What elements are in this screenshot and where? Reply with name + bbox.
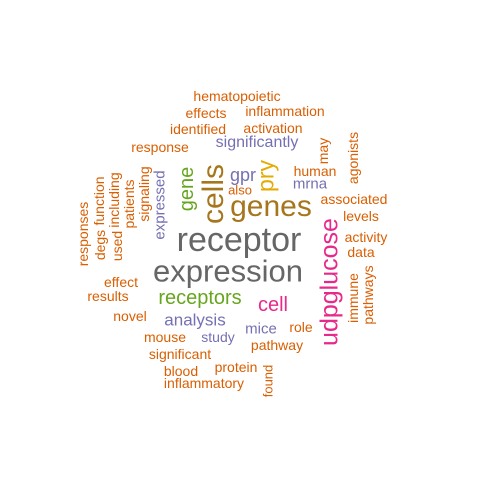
word-function: function xyxy=(91,176,107,226)
word-mouse: mouse xyxy=(143,329,187,345)
word-mrna: mrna xyxy=(292,175,328,193)
word-pathway: pathway xyxy=(250,337,304,353)
word-effect: effect xyxy=(104,274,138,290)
word-expression: expression xyxy=(153,253,303,289)
word-gpr: gpr xyxy=(229,165,257,185)
word-blood: blood xyxy=(163,363,199,379)
word-human: human xyxy=(293,163,337,179)
word-genes: genes xyxy=(230,190,312,223)
word-inflammatory: inflammatory xyxy=(163,375,245,391)
word-significantly: significantly xyxy=(215,134,299,151)
word-novel: novel xyxy=(113,308,147,324)
word-role: role xyxy=(289,319,313,335)
word-levels: levels xyxy=(343,208,379,224)
word-receptors: receptors xyxy=(158,287,242,309)
word-also: also xyxy=(228,182,252,198)
word-may: may xyxy=(315,137,331,165)
word-used: used xyxy=(109,230,125,262)
word-receptor: receptor xyxy=(176,221,302,259)
word-data: data xyxy=(347,244,375,260)
word-agonists: agonists xyxy=(345,131,361,185)
word-expressed: expressed xyxy=(151,170,169,240)
word-hematopoietic: hematopoietic xyxy=(193,88,281,104)
word-gene: gene xyxy=(176,166,198,212)
word-associated: associated xyxy=(320,191,388,207)
word-found: found xyxy=(260,364,276,398)
word-protein: protein xyxy=(214,359,258,375)
word-udpglucose: udpglucose xyxy=(315,218,344,346)
word-responses: responses xyxy=(75,201,91,267)
word-identified: identified xyxy=(169,121,227,137)
word-inflammation: inflammation xyxy=(245,103,325,119)
word-patients: patients xyxy=(121,179,137,229)
word-pry: pry xyxy=(252,160,279,192)
word-study: study xyxy=(201,329,235,345)
word-including: including xyxy=(106,172,122,228)
word-significant: significant xyxy=(148,346,212,362)
word-results: results xyxy=(87,288,129,304)
word-activation: activation xyxy=(243,120,303,136)
word-cell: cell xyxy=(257,294,289,316)
word-cells: cells xyxy=(197,163,230,225)
word-degs: degs xyxy=(92,229,108,261)
word-mice: mice xyxy=(245,320,277,338)
word-signaling: signaling xyxy=(136,166,152,222)
word-effects: effects xyxy=(185,105,227,121)
word-immune: immune xyxy=(345,273,361,323)
word-response: response xyxy=(131,139,189,155)
word-pathways: pathways xyxy=(360,265,376,325)
word-analysis: analysis xyxy=(164,310,226,330)
word-activity: activity xyxy=(344,229,388,245)
